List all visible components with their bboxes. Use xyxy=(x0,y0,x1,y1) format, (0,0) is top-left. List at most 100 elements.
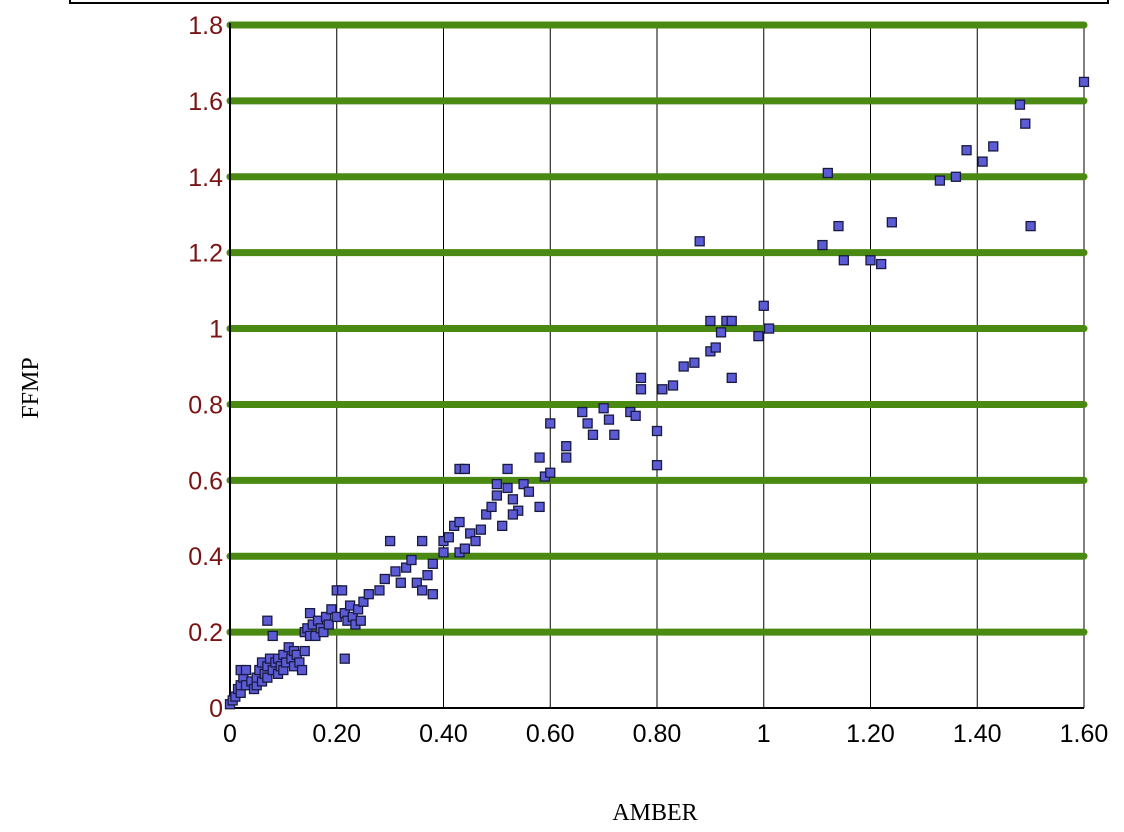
data-point xyxy=(582,418,593,429)
data-point xyxy=(390,566,401,577)
data-point xyxy=(465,528,476,539)
data-point xyxy=(374,585,385,596)
data-point xyxy=(411,577,422,588)
y-tick-label: 0.4 xyxy=(188,543,223,571)
horizontal-gridlines xyxy=(226,21,1088,636)
data-point xyxy=(726,315,737,327)
data-point xyxy=(710,342,721,353)
data-point xyxy=(518,478,529,490)
data-point xyxy=(470,535,481,547)
data-point xyxy=(323,619,334,630)
data-point xyxy=(262,615,273,626)
data-point xyxy=(726,372,737,384)
data-point xyxy=(1014,99,1026,110)
data-point xyxy=(1020,118,1031,129)
data-point xyxy=(326,604,337,615)
data-point xyxy=(304,607,316,619)
data-point xyxy=(507,509,519,520)
data-point xyxy=(635,372,647,384)
data-point xyxy=(635,384,647,395)
data-point xyxy=(758,300,769,311)
data-point xyxy=(865,255,876,266)
data-point xyxy=(416,535,428,547)
data-point xyxy=(678,361,689,372)
data-points xyxy=(224,76,1090,710)
data-point xyxy=(379,573,390,585)
data-point xyxy=(630,410,641,421)
data-point xyxy=(886,217,897,228)
data-point xyxy=(667,380,679,391)
data-point xyxy=(561,452,572,463)
data-point xyxy=(339,653,350,664)
x-axis-title: AMBER xyxy=(612,800,697,826)
data-point xyxy=(355,615,366,626)
data-point xyxy=(481,509,492,520)
data-point xyxy=(363,589,374,600)
data-point xyxy=(406,554,417,566)
data-point xyxy=(763,323,775,334)
data-point xyxy=(497,520,508,532)
y-tick-label: 1.6 xyxy=(188,88,223,116)
data-point xyxy=(352,604,364,615)
y-tick-label: 1.8 xyxy=(188,12,223,40)
top-frame xyxy=(69,0,1109,4)
data-point xyxy=(689,357,700,368)
data-point xyxy=(416,585,428,596)
data-point xyxy=(454,516,465,528)
data-point xyxy=(502,463,513,475)
data-point xyxy=(262,672,273,683)
data-point xyxy=(523,486,535,497)
data-point xyxy=(603,414,615,425)
x-tick-label: 1.40 xyxy=(953,720,1002,748)
data-point xyxy=(950,171,962,182)
data-point xyxy=(491,478,503,490)
data-point xyxy=(753,330,764,342)
vertical-gridlines xyxy=(336,25,1085,708)
data-point xyxy=(459,463,471,475)
data-point xyxy=(715,327,727,338)
data-point xyxy=(833,220,844,232)
data-point xyxy=(934,175,946,186)
y-tick-label: 0 xyxy=(209,695,223,723)
data-point xyxy=(400,562,412,573)
data-point xyxy=(502,482,513,494)
data-point xyxy=(961,145,972,156)
data-point xyxy=(694,236,705,247)
x-tick-label: 0.20 xyxy=(312,720,361,748)
data-point xyxy=(609,429,620,440)
x-tick-label: 1 xyxy=(757,720,771,748)
y-tick-label: 0.2 xyxy=(188,619,223,647)
data-point xyxy=(651,425,663,437)
y-tick-label: 1.2 xyxy=(188,240,223,268)
x-tick-label: 0.80 xyxy=(633,720,682,748)
data-point xyxy=(240,664,252,676)
y-tick-label: 1.4 xyxy=(188,164,223,192)
x-axis-ticks: 0 0.20 0.40 0.60 0.80 1 1.20 1.40 1.60 xyxy=(223,720,1108,748)
data-point xyxy=(427,558,438,569)
data-point xyxy=(822,167,833,179)
data-point xyxy=(486,501,497,513)
data-point xyxy=(534,501,545,513)
y-tick-label: 1 xyxy=(209,316,223,344)
data-point xyxy=(358,596,369,607)
data-point xyxy=(651,460,663,471)
data-point xyxy=(838,255,849,266)
data-point xyxy=(587,429,599,440)
data-point xyxy=(705,315,716,327)
data-point xyxy=(438,547,449,558)
axes xyxy=(229,23,1084,709)
data-point xyxy=(336,585,348,596)
data-point xyxy=(534,452,545,463)
data-point xyxy=(657,384,668,395)
data-point xyxy=(296,664,308,676)
x-tick-label: 0.60 xyxy=(526,720,575,748)
data-point xyxy=(422,570,433,581)
data-point xyxy=(598,403,609,414)
data-point xyxy=(1078,76,1090,88)
data-point xyxy=(577,406,588,418)
data-point xyxy=(475,524,487,535)
y-axis-title: FFMP xyxy=(18,357,44,418)
data-point xyxy=(988,141,999,152)
